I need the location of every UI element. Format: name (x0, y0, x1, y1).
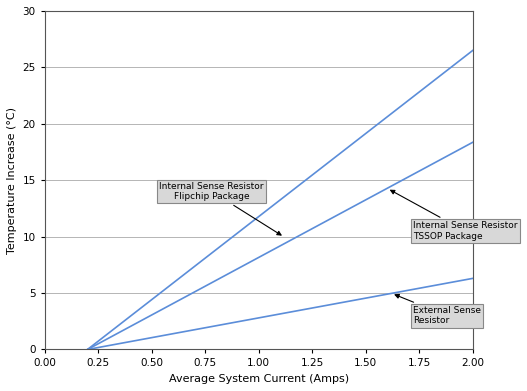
Y-axis label: Temperature Increase (°C): Temperature Increase (°C) (7, 107, 17, 254)
Text: External Sense
Resistor: External Sense Resistor (395, 294, 481, 325)
X-axis label: Average System Current (Amps): Average System Current (Amps) (169, 374, 349, 384)
Text: Internal Sense Resistor
TSSOP Package: Internal Sense Resistor TSSOP Package (391, 190, 518, 241)
Text: Internal Sense Resistor
Flipchip Package: Internal Sense Resistor Flipchip Package (160, 182, 281, 235)
